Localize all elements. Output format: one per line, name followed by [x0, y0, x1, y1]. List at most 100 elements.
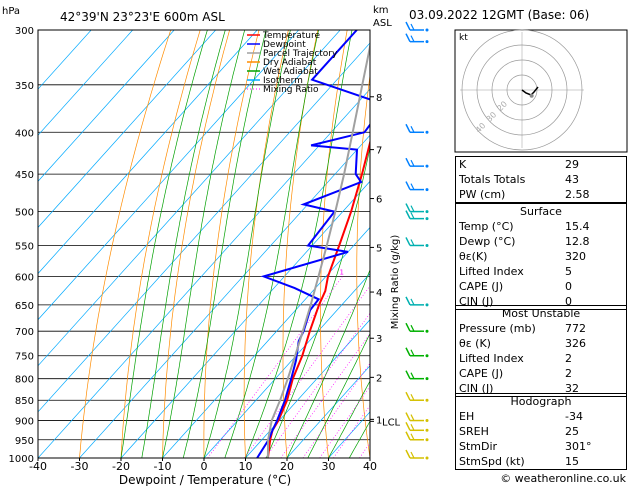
table-row: CIN (J) 32 — [456, 381, 627, 397]
wind-barb — [405, 347, 429, 358]
legend-item-isotherm: Isotherm — [263, 76, 303, 86]
wind-barb-flag — [405, 347, 411, 357]
mixing-ratio-label: 4 — [408, 268, 413, 276]
km-label-1: 1 — [376, 415, 382, 426]
table-row: Lifted Index 2 — [456, 351, 627, 366]
row-label: CAPE (J) — [459, 367, 504, 380]
wind-barb-dot — [425, 164, 429, 168]
mixing-ratio-line — [280, 333, 370, 458]
wind-barb-flag — [410, 239, 415, 246]
dry-adiabat-line — [243, 30, 289, 458]
wind-barb-flag — [405, 33, 411, 42]
row-label: StmSpd (kt) — [459, 455, 525, 468]
table-row: Totals Totals 43 — [456, 172, 627, 187]
wind-barb-flag — [410, 205, 415, 212]
pressure-tick-700: 700 — [15, 327, 34, 338]
wind-barb-dot — [425, 398, 429, 402]
row-label: θε(K) — [459, 250, 488, 263]
row-label: StmDir — [459, 440, 498, 453]
row-value: 25 — [565, 425, 579, 438]
table-row: EH -34 — [456, 409, 627, 424]
table-row: PW (cm) 2.58 — [456, 187, 627, 203]
wind-barb-dot — [425, 438, 429, 442]
isotherm-line — [38, 30, 299, 321]
wind-barb-dot — [425, 354, 429, 358]
table-row: CAPE (J) 2 — [456, 366, 627, 381]
table-row: θε(K) 320 — [456, 249, 627, 264]
pressure-tick-500: 500 — [15, 208, 34, 219]
km-label-5: 5 — [376, 243, 382, 254]
row-label: Totals Totals — [459, 173, 526, 186]
wind-barb-dot — [425, 28, 429, 32]
wind-barb — [405, 322, 429, 333]
table-title: Surface — [520, 205, 562, 218]
wet-adiabat-line — [265, 146, 370, 458]
wind-barb-dot — [425, 419, 429, 423]
wind-barb-flag — [410, 414, 415, 421]
mixing-ratio-axis-label: Mixing Ratio (g/kg) — [390, 235, 401, 330]
isotherm-line — [162, 226, 370, 458]
legend-item-dry-adiabat: Dry Adiabat — [263, 58, 317, 68]
mixing-ratio-label: 1 — [340, 268, 344, 276]
isotherm-line — [38, 88, 370, 458]
x-tick-30: 30 — [322, 460, 336, 473]
row-label: SREH — [459, 425, 489, 438]
isotherm-line — [38, 30, 258, 275]
dry-adiabat-line — [356, 72, 370, 458]
wind-barb-dot — [425, 303, 429, 307]
wind-barb-flag — [410, 324, 415, 332]
dry-adiabat-line — [320, 30, 348, 458]
wind-barb-dot — [425, 188, 429, 192]
pressure-unit-label: hPa — [2, 6, 20, 17]
mixing-ratio-label: 2 — [374, 268, 378, 276]
wind-barb-flag — [410, 125, 415, 133]
wind-barb — [405, 370, 429, 381]
km-label-7: 7 — [376, 146, 382, 157]
wind-barb-flag — [410, 393, 415, 401]
row-value: 326 — [565, 337, 586, 350]
row-value: 0 — [565, 280, 572, 293]
pressure-tick-800: 800 — [15, 375, 34, 386]
dry-adiabat-line — [79, 30, 172, 458]
wind-barb-flag — [405, 391, 411, 401]
wind-barb-flag — [405, 421, 411, 431]
copyright-label: © weatheronline.co.uk — [500, 472, 626, 485]
wind-barb — [405, 296, 429, 307]
wind-barb-flag — [405, 412, 411, 421]
wind-barb-flag — [410, 451, 415, 459]
most-unstable-panel: Most Unstable Pressure (mb) 772 θε (K) 326 Li… — [455, 305, 627, 397]
wet-adiabat-line — [182, 30, 267, 458]
hodograph-table-panel: Hodograph EH -34 SREH 25 StmDir 301° StmSpd (kt… — [455, 393, 627, 470]
wind-barb-dot — [425, 130, 429, 134]
wind-barb — [405, 449, 429, 460]
row-value: 2.58 — [565, 188, 590, 201]
row-value: 320 — [565, 250, 586, 263]
x-tick--20: -20 — [112, 460, 130, 473]
km-label-2: 2 — [376, 373, 382, 384]
x-tick-10: 10 — [239, 460, 253, 473]
mixing-ratio-line — [319, 385, 370, 458]
table-row: Temp (°C) 15.4 — [456, 219, 627, 234]
row-label: EH — [459, 410, 475, 423]
row-value: 2 — [565, 367, 572, 380]
hodograph-frame — [454, 29, 628, 153]
mixing-ratio-line — [207, 276, 343, 458]
row-value: 15.4 — [565, 220, 590, 233]
height-unit-label-asl: ASL — [373, 18, 392, 29]
wind-barb-flag — [410, 424, 415, 431]
x-tick-0: 0 — [201, 460, 208, 473]
wind-barb-dot — [425, 428, 429, 432]
table-title: Most Unstable — [501, 307, 581, 320]
wind-barb-flag — [410, 35, 415, 42]
wind-barb-flag — [405, 210, 411, 219]
pressure-tick-850: 850 — [15, 396, 34, 407]
table-row: θε (K) 326 — [456, 336, 627, 351]
wind-barb — [405, 203, 429, 214]
table-row: Dewp (°C) 12.8 — [456, 234, 627, 249]
row-label: PW (cm) — [459, 188, 506, 201]
wind-barb-flag — [405, 370, 411, 380]
wind-barb — [405, 391, 429, 402]
wind-barb — [405, 157, 429, 168]
